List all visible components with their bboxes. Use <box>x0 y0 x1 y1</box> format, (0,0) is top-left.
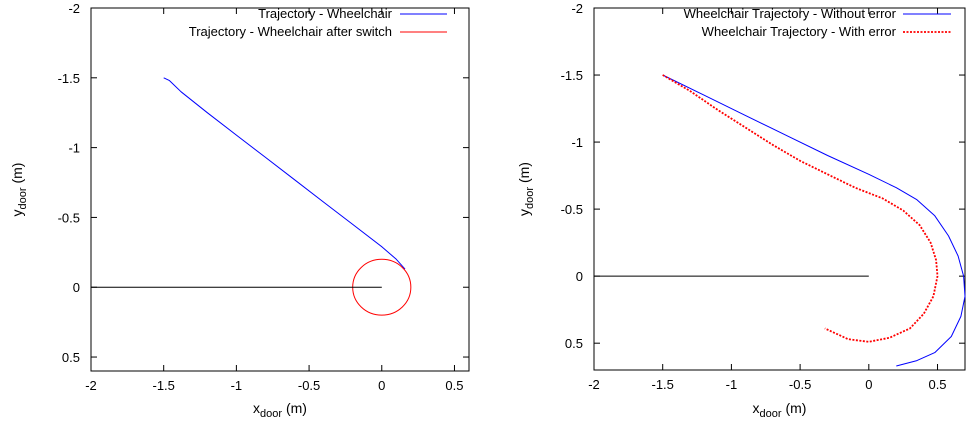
y-tick-label: 0 <box>576 269 583 284</box>
y-tick-label: -0.5 <box>561 202 583 217</box>
y-axis-label: ydoor (m) <box>9 163 29 217</box>
y-tick-label: -0.5 <box>58 210 80 225</box>
x-tick-label: -1 <box>726 377 738 392</box>
y-tick-label: 0 <box>73 280 80 295</box>
x-tick-label: -0.5 <box>789 377 811 392</box>
y-tick-label: -2 <box>571 1 583 16</box>
plot-frame <box>90 7 470 372</box>
x-tick-label: -1 <box>231 378 243 393</box>
y-tick-label: 0.5 <box>565 336 583 351</box>
legend-label: Trajectory - Wheelchair <box>258 6 393 21</box>
x-tick-label: -2 <box>588 377 600 392</box>
x-tick-label: 0 <box>865 377 872 392</box>
x-tick-label: -0.5 <box>298 378 320 393</box>
y-tick-label: -1 <box>571 135 583 150</box>
x-tick-label: -1.5 <box>652 377 674 392</box>
x-tick-label: 0.5 <box>445 378 463 393</box>
y-tick-label: 0.5 <box>62 350 80 365</box>
x-tick-label: -2 <box>85 378 97 393</box>
x-tick-label: 0.5 <box>928 377 946 392</box>
y-tick-label: -1 <box>68 141 80 156</box>
y-tick-label: -1.5 <box>561 68 583 83</box>
chart-panel-2: -2 -1.5 -1 -0.5 0 0.5 -2 -1.5 -1 -0.5 0 0.5 xdoor (m… <box>516 1 966 420</box>
series-1-line <box>163 77 406 270</box>
x-tick-label: 0 <box>378 378 385 393</box>
legend-label: Wheelchair Trajectory - With error <box>702 24 897 39</box>
series-1-line <box>662 74 966 367</box>
x-tick-label: -1.5 <box>152 378 174 393</box>
y-tick-label: -2 <box>68 1 80 16</box>
y-tick-label: -1.5 <box>58 71 80 86</box>
y-axis-label: ydoor (m) <box>516 162 536 216</box>
x-axis-label: xdoor (m) <box>753 400 807 420</box>
legend-label: Trajectory - Wheelchair after switch <box>189 24 392 39</box>
legend-label: Wheelchair Trajectory - Without error <box>684 6 897 21</box>
chart-panel-1: -2 -1.5 -1 -0.5 0 0.5 -2 -1.5 -1 -0.5 0 0.5 xdoor (m… <box>9 1 470 420</box>
x-axis-label: xdoor (m) <box>253 400 307 420</box>
series-2-line <box>662 74 939 343</box>
plot-frame <box>593 7 966 371</box>
